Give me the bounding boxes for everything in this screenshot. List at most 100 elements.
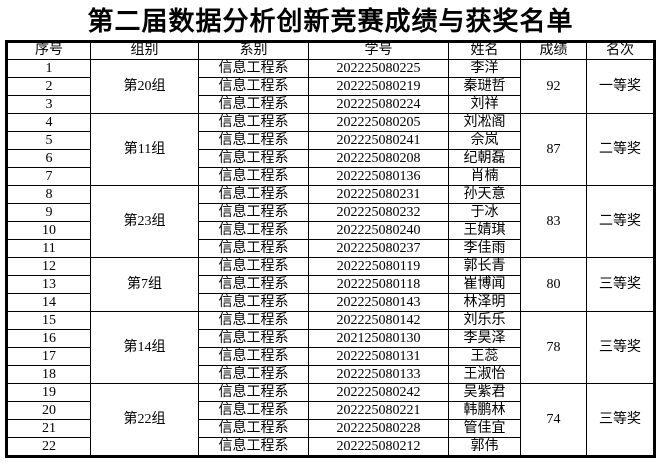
- cell-serial-number: 20: [6, 401, 91, 420]
- cell-student-name: 李佳雨: [448, 239, 521, 258]
- cell-award: 一等奖: [586, 59, 655, 114]
- cell-serial-number: 7: [6, 167, 91, 186]
- cell-student-id: 202225080118: [308, 275, 449, 294]
- cell-department: 信息工程系: [198, 203, 309, 222]
- cell-serial-number: 19: [6, 383, 91, 402]
- cell-student-id: 202225080241: [308, 131, 449, 150]
- cell-student-name: 佘岚: [448, 131, 521, 150]
- table-row: 21 信息工程系 202225080228 管佳宜: [6, 419, 655, 438]
- cell-serial-number: 21: [6, 419, 91, 438]
- column-header: 系别: [198, 41, 309, 60]
- table-row: 1 第20组 信息工程系 202225080225 李洋 92 一等奖: [6, 59, 655, 114]
- cell-student-name: 韩鹏林: [448, 401, 521, 420]
- cell-student-id: 202225080143: [308, 293, 449, 312]
- cell-award: 二等奖: [586, 185, 655, 258]
- cell-department: 信息工程系: [198, 257, 309, 276]
- table-row: 20 信息工程系 202225080221 韩鹏林: [6, 401, 655, 420]
- cell-department: 信息工程系: [198, 167, 309, 186]
- cell-student-id: 202225080228: [308, 419, 449, 438]
- cell-award: 二等奖: [586, 113, 655, 186]
- cell-serial-number: 17: [6, 347, 91, 366]
- cell-serial-number: 12: [6, 257, 91, 276]
- cell-student-id: 202225080212: [308, 437, 449, 457]
- cell-department: 信息工程系: [198, 293, 309, 312]
- cell-award: 三等奖: [586, 383, 655, 457]
- cell-group-name: 第23组: [90, 185, 199, 258]
- cell-department: 信息工程系: [198, 311, 309, 330]
- cell-student-id: 202225080224: [308, 95, 449, 114]
- cell-student-name: 王淑怡: [448, 365, 521, 384]
- cell-student-name: 王蕊: [448, 347, 521, 366]
- cell-student-name: 林泽明: [448, 293, 521, 312]
- cell-department: 信息工程系: [198, 77, 309, 96]
- table-row: 19 第22组 信息工程系 202225080242 吴紫君 74 三等奖: [6, 383, 655, 457]
- cell-group-name: 第14组: [90, 311, 199, 384]
- cell-department: 信息工程系: [198, 149, 309, 168]
- cell-student-id: 202225080205: [308, 113, 449, 132]
- cell-score: 74: [520, 383, 587, 457]
- cell-score: 87: [520, 113, 587, 186]
- cell-department: 信息工程系: [198, 437, 309, 457]
- cell-department: 信息工程系: [198, 365, 309, 384]
- cell-student-id: 202225080131: [308, 347, 449, 366]
- cell-score: 78: [520, 311, 587, 384]
- cell-serial-number: 15: [6, 311, 91, 330]
- cell-student-name: 吴紫君: [448, 383, 521, 402]
- table-row: 4 第11组 信息工程系 202225080205 刘凇阁 87 二等奖: [6, 113, 655, 186]
- cell-serial-number: 10: [6, 221, 91, 240]
- cell-department: 信息工程系: [198, 329, 309, 348]
- column-header: 学号: [308, 41, 449, 60]
- table-row: 12 第7组 信息工程系 202225080119 郭长青 80 三等奖: [6, 257, 655, 312]
- cell-student-name: 郭长青: [448, 257, 521, 276]
- cell-serial-number: 3: [6, 95, 91, 114]
- table-row: 6 信息工程系 202225080208 纪朝磊: [6, 149, 655, 168]
- cell-score: 92: [520, 59, 587, 114]
- cell-serial-number: 14: [6, 293, 91, 312]
- cell-score: 83: [520, 185, 587, 258]
- column-header: 序号: [6, 41, 91, 60]
- cell-student-id: 202225080242: [308, 383, 449, 402]
- cell-serial-number: 16: [6, 329, 91, 348]
- cell-student-name: 秦琎哲: [448, 77, 521, 96]
- cell-serial-number: 13: [6, 275, 91, 294]
- cell-student-id: 202225080133: [308, 365, 449, 384]
- table-row: 17 信息工程系 202225080131 王蕊: [6, 347, 655, 366]
- cell-serial-number: 9: [6, 203, 91, 222]
- cell-serial-number: 1: [6, 59, 91, 78]
- results-table: 序号 组别 系别 学号 姓名 成绩 名次 1 第20组 信息工程系 202225080225 李洋 9…: [5, 40, 656, 458]
- table-row: 8 第23组 信息工程系 202225080231 孙天意 83 二等奖: [6, 185, 655, 258]
- column-header: 组别: [90, 41, 199, 60]
- cell-department: 信息工程系: [198, 59, 309, 78]
- cell-student-name: 孙天意: [448, 185, 521, 204]
- cell-score: 80: [520, 257, 587, 312]
- cell-department: 信息工程系: [198, 239, 309, 258]
- cell-student-name: 于冰: [448, 203, 521, 222]
- table-row: 14 信息工程系 202225080143 林泽明: [6, 293, 655, 312]
- cell-student-name: 崔博闻: [448, 275, 521, 294]
- cell-department: 信息工程系: [198, 275, 309, 294]
- cell-student-name: 管佳宜: [448, 419, 521, 438]
- cell-student-name: 刘祥: [448, 95, 521, 114]
- cell-student-id: 202225080221: [308, 401, 449, 420]
- page-title: 第二届数据分析创新竞赛成绩与获奖名单: [87, 7, 574, 36]
- cell-group-name: 第22组: [90, 383, 199, 457]
- cell-student-name: 肖楠: [448, 167, 521, 186]
- cell-student-name: 刘凇阁: [448, 113, 521, 132]
- cell-student-id: 202125080130: [308, 329, 449, 348]
- cell-group-name: 第7组: [90, 257, 199, 312]
- column-header: 成绩: [520, 41, 587, 60]
- cell-student-id: 202225080231: [308, 185, 449, 204]
- cell-department: 信息工程系: [198, 113, 309, 132]
- table-row: 16 信息工程系 202125080130 李昊泽: [6, 329, 655, 348]
- column-header: 名次: [586, 41, 655, 60]
- cell-department: 信息工程系: [198, 131, 309, 150]
- cell-serial-number: 8: [6, 185, 91, 204]
- cell-student-id: 202225080240: [308, 221, 449, 240]
- cell-student-name: 李昊泽: [448, 329, 521, 348]
- cell-department: 信息工程系: [198, 95, 309, 114]
- cell-group-name: 第20组: [90, 59, 199, 114]
- cell-student-name: 纪朝磊: [448, 149, 521, 168]
- cell-department: 信息工程系: [198, 401, 309, 420]
- cell-award: 三等奖: [586, 311, 655, 384]
